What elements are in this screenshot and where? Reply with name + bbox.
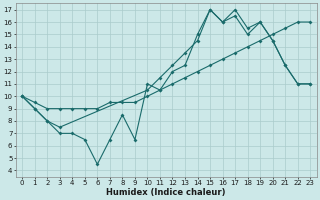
X-axis label: Humidex (Indice chaleur): Humidex (Indice chaleur) [107, 188, 226, 197]
